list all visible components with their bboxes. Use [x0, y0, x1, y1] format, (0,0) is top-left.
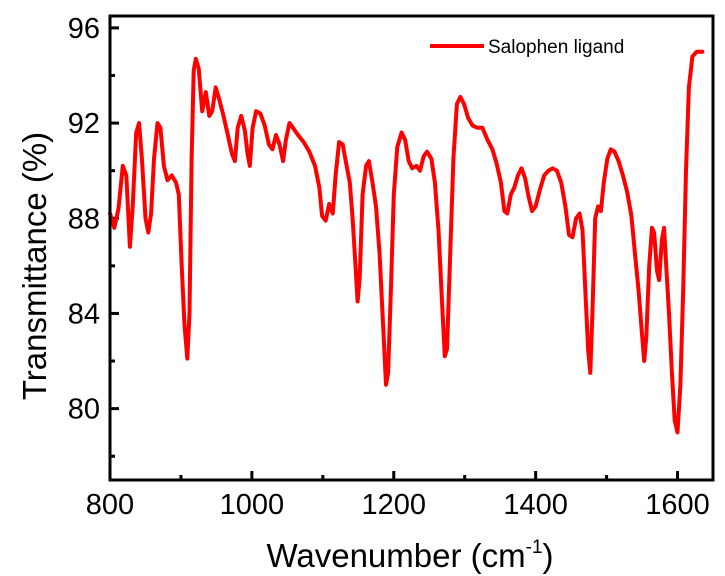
- tick-labels: 800 1000 1200 1400 1600 80 84 88 92 96: [68, 13, 710, 521]
- x-axis-title: Wavenumber (cm-1): [266, 537, 553, 574]
- y-tick-label: 88: [68, 203, 100, 235]
- x-axis-title-close: ): [543, 537, 554, 574]
- series-line-salophen-ligand: [108, 49, 705, 435]
- x-tick-label: 1200: [362, 489, 427, 521]
- x-tick-label: 1000: [220, 489, 285, 521]
- y-axis-title: Transmittance (%): [16, 132, 53, 400]
- legend-label: Salophen ligand: [488, 37, 624, 58]
- x-axis-title-main: Wavenumber (cm: [266, 537, 525, 574]
- y-tick-label: 84: [68, 298, 100, 330]
- y-tick-label: 92: [68, 108, 100, 140]
- plot-frame: [108, 14, 715, 482]
- y-tick-label: 80: [68, 394, 100, 426]
- y-tick-label: 96: [68, 13, 100, 45]
- x-tick-label: 1400: [503, 489, 568, 521]
- legend: Salophen ligand: [430, 37, 624, 58]
- x-axis-title-superscript: -1: [526, 537, 543, 558]
- x-tick-label: 800: [86, 489, 134, 521]
- x-tick-label: 1600: [645, 489, 710, 521]
